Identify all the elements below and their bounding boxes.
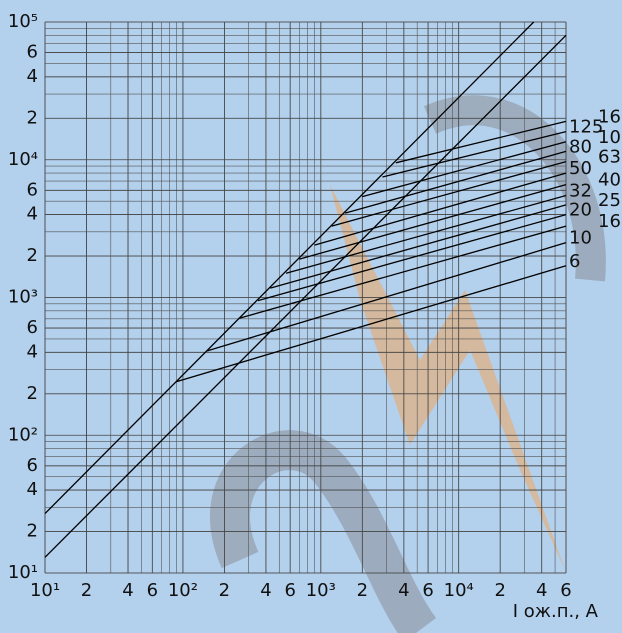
series-label: 63	[598, 147, 621, 168]
series-label: 25	[598, 190, 621, 211]
y-tick-label: 2	[27, 107, 38, 128]
y-tick-label: 10⁴	[8, 149, 38, 170]
y-tick-label: 6	[27, 179, 38, 200]
watermark-arc	[210, 430, 437, 633]
x-tick-label: 4	[122, 580, 133, 601]
x-tick-label: 10¹	[30, 580, 60, 601]
fuse-curve	[206, 242, 567, 352]
fuse-curve	[314, 172, 567, 246]
x-tick-label: 2	[494, 580, 505, 601]
fuse-curve	[239, 225, 567, 319]
series-label: 6	[569, 251, 580, 272]
fuse-curve	[270, 204, 567, 289]
x-tick-label: 2	[357, 580, 368, 601]
y-tick-label: 4	[27, 66, 38, 87]
fuse-curve	[382, 131, 567, 178]
fuse-curve	[344, 150, 567, 214]
characteristic-line	[44, 34, 567, 558]
watermark-arc	[423, 95, 606, 282]
x-tick-label: 6	[560, 580, 571, 601]
y-tick-label: 6	[27, 317, 38, 338]
series-label: 125	[569, 117, 603, 138]
fuse-curve	[176, 265, 567, 383]
x-tick-label: 2	[219, 580, 230, 601]
y-tick-label: 4	[27, 204, 38, 225]
series-label: 80	[569, 136, 592, 157]
x-tick-label: 2	[81, 580, 92, 601]
x-tick-label: 4	[398, 580, 409, 601]
y-tick-label: 2	[27, 245, 38, 266]
y-tick-label: 4	[27, 479, 38, 500]
fuse-curve	[285, 194, 567, 274]
y-tick-label: 2	[27, 521, 38, 542]
y-tick-label: 6	[27, 42, 38, 63]
fuse-curve	[331, 160, 567, 227]
x-axis-label: I ож.п., A	[513, 601, 599, 622]
y-tick-label: 10⁵	[8, 11, 38, 32]
y-tick-label: 6	[27, 455, 38, 476]
fuse-curve	[257, 213, 567, 302]
series-label: 10	[569, 228, 592, 249]
y-tick-label: 4	[27, 341, 38, 362]
fuse-curve	[299, 183, 567, 260]
x-tick-label: 10⁴	[444, 580, 474, 601]
series-label: 160	[598, 106, 622, 127]
fuse-curve	[362, 141, 567, 198]
x-tick-label: 6	[147, 580, 158, 601]
y-tick-label: 10¹	[8, 562, 38, 583]
y-tick-label: 2	[27, 383, 38, 404]
x-tick-label: 4	[260, 580, 271, 601]
x-tick-label: 4	[536, 580, 547, 601]
watermark	[210, 95, 606, 633]
y-tick-label: 10³	[8, 287, 38, 308]
series-label: 32	[569, 181, 592, 202]
x-tick-label: 6	[422, 580, 433, 601]
y-tick-label: 10²	[8, 424, 38, 445]
x-tick-label: 6	[284, 580, 295, 601]
watermark-bolt	[330, 185, 565, 570]
series-label: 16	[598, 211, 621, 232]
series-label: 100	[598, 127, 622, 148]
x-tick-label: 10²	[168, 580, 198, 601]
series-label: 40	[598, 170, 621, 191]
fuse-curve	[395, 120, 567, 164]
series-label: 50	[569, 158, 592, 179]
x-tick-label: 10³	[306, 580, 336, 601]
characteristic-line	[44, 21, 535, 515]
series-label: 20	[569, 200, 592, 221]
